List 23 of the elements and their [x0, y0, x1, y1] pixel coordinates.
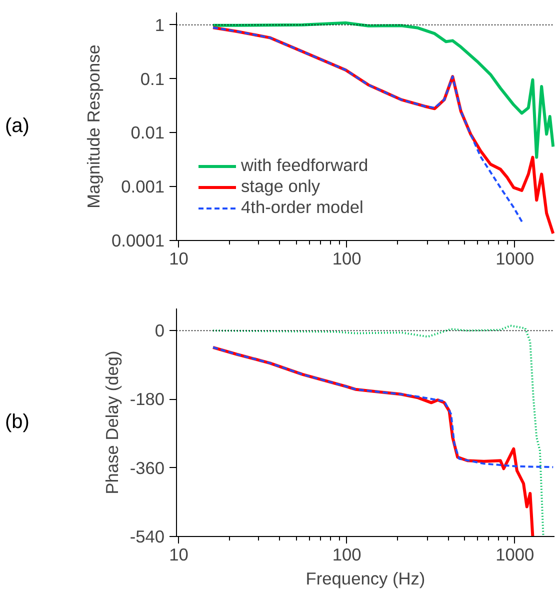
x-axis-title: Frequency (Hz) [306, 568, 426, 588]
y-axis-title: Magnitude Response [84, 44, 104, 208]
text: (a) [5, 114, 30, 139]
x-tick-label: 100 [332, 248, 362, 268]
y-tick-label: 1 [154, 14, 165, 35]
legend-label: 4th-order model [241, 197, 364, 218]
legend-label: stage only [241, 176, 320, 197]
y-tick-label: -360 [130, 458, 165, 478]
x-tick-label: 1000 [496, 544, 534, 564]
x-tick-label: 1000 [496, 248, 534, 268]
x-tick-label: 10 [169, 248, 188, 268]
y-tick-label: 0.0001 [112, 230, 164, 250]
y-tick-label: 0 [154, 320, 165, 341]
y-tick-label: 0.1 [140, 68, 165, 89]
y-axis-title: Phase Delay (deg) [102, 350, 122, 494]
x-tick-label: 10 [169, 544, 188, 564]
y-tick-label: 0.001 [121, 176, 165, 197]
text: (b) [5, 410, 30, 435]
y-tick-label: -540 [130, 526, 165, 546]
x-tick-label: 100 [332, 544, 362, 564]
y-tick-label: -180 [130, 389, 165, 410]
legend-label: with feedforward [241, 155, 368, 176]
y-tick-label: 0.01 [130, 122, 165, 143]
